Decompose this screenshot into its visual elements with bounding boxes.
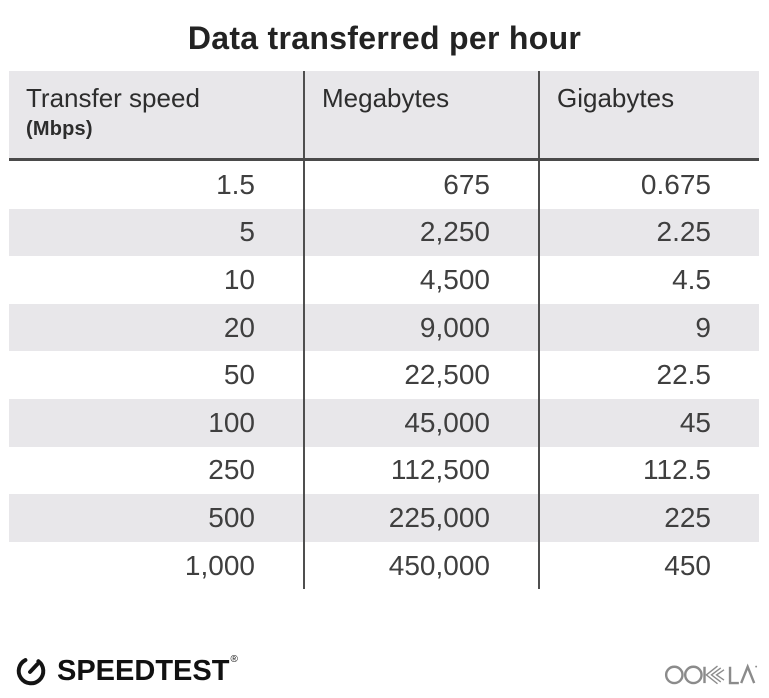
- registered-trademark-icon: ®: [230, 653, 238, 665]
- cell-gigabytes: 225: [538, 494, 759, 542]
- data-table: Transfer speed (Mbps) Megabytes Gigabyte…: [9, 71, 759, 590]
- cell-gigabytes: 2.25: [538, 208, 759, 257]
- table-row: 1.5 675 0.675: [9, 161, 759, 209]
- ookla-wordmark-icon: [664, 661, 758, 687]
- table-row: 50 22,500 22.5: [9, 351, 759, 399]
- cell-speed: 5: [239, 216, 255, 248]
- cell-gigabytes: 112.5: [538, 446, 759, 495]
- table-row: 250 112,500 112.5: [9, 446, 759, 495]
- ookla-logo: [664, 661, 758, 687]
- cell-megabytes: 22,500: [303, 351, 538, 399]
- table-body: 1.5 675 0.675 5 2,250 2.25 10 4,500 4.5 …: [9, 161, 759, 590]
- cell-gigabytes: 450: [538, 541, 759, 590]
- cell-megabytes: 675: [303, 161, 538, 209]
- cell-speed: 50: [223, 359, 255, 391]
- cell-megabytes: 225,000: [303, 494, 538, 542]
- speedtest-wordmark: SPEEDTEST: [57, 655, 230, 687]
- cell-gigabytes: 0.675: [538, 161, 759, 209]
- table-row: 1,000 450,000 450: [9, 541, 759, 590]
- cell-speed: 20: [223, 311, 255, 343]
- cell-megabytes: 112,500: [303, 446, 538, 495]
- table-row: 100 45,000 45: [9, 398, 759, 447]
- header-cell-gigabytes: Gigabytes: [538, 71, 759, 158]
- cell-speed: 250: [208, 454, 255, 486]
- cell-megabytes: 2,250: [303, 208, 538, 257]
- cell-speed: 10: [223, 263, 255, 295]
- cell-gigabytes: 9: [538, 303, 759, 352]
- cell-megabytes: 450,000: [303, 541, 538, 590]
- header-label-transfer-speed: Transfer speed: [26, 83, 200, 113]
- cell-speed: 500: [208, 501, 255, 533]
- cell-speed: 1.5: [216, 168, 255, 200]
- page-title: Data transferred per hour: [187, 20, 582, 56]
- header-label-megabytes: Megabytes: [322, 83, 450, 113]
- cell-speed: 100: [208, 406, 255, 438]
- table-row: 10 4,500 4.5: [9, 256, 759, 304]
- header-cell-transfer-speed: Transfer speed (Mbps): [9, 71, 303, 158]
- cell-gigabytes: 22.5: [538, 351, 759, 399]
- gauge-icon: [14, 654, 57, 688]
- table-row: 5 2,250 2.25: [9, 208, 759, 257]
- speedtest-logo: SPEEDTEST ®: [14, 653, 238, 688]
- cell-gigabytes: 4.5: [538, 256, 759, 304]
- cell-speed: 1,000: [184, 549, 255, 581]
- cell-megabytes: 4,500: [303, 256, 538, 304]
- cell-megabytes: 9,000: [303, 303, 538, 352]
- cell-megabytes: 45,000: [303, 398, 538, 447]
- header-cell-megabytes: Megabytes: [303, 71, 538, 158]
- table-row: 20 9,000 9: [9, 303, 759, 352]
- table-header-row: Transfer speed (Mbps) Megabytes Gigabyte…: [9, 71, 759, 161]
- header-sublabel-mbps: (Mbps): [26, 118, 93, 140]
- header-label-gigabytes: Gigabytes: [557, 83, 675, 113]
- table-row: 500 225,000 225: [9, 494, 759, 542]
- cell-gigabytes: 45: [538, 398, 759, 447]
